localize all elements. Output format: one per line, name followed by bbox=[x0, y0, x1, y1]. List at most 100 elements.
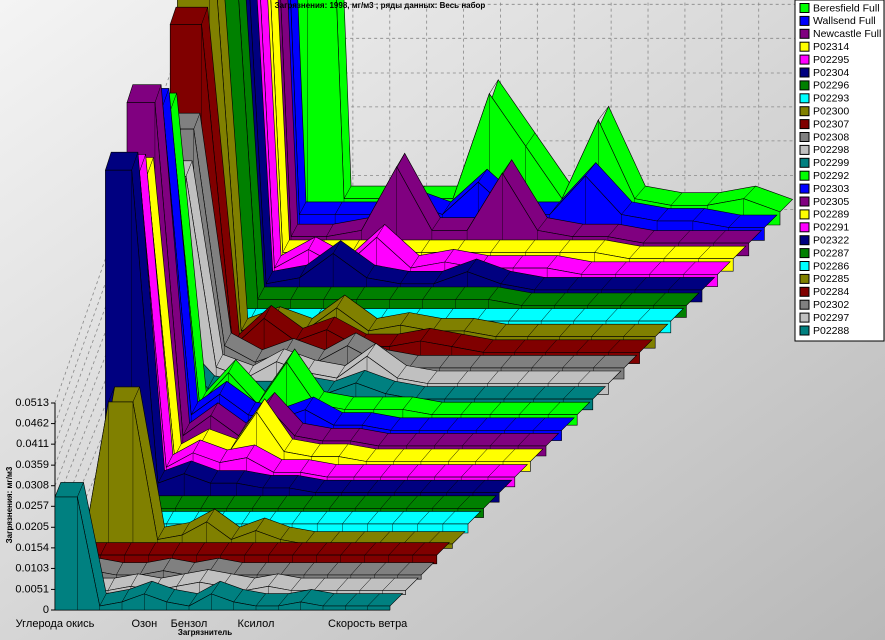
ribbon-edge bbox=[311, 443, 321, 457]
ribbon-edge bbox=[215, 354, 224, 368]
ribbon-edge bbox=[107, 577, 115, 591]
ribbon-edge bbox=[304, 531, 315, 545]
ribbon-edge bbox=[462, 433, 474, 447]
ribbon-edge bbox=[728, 214, 741, 228]
ribbon-edge bbox=[329, 531, 340, 545]
ribbon-edge bbox=[407, 464, 419, 478]
ribbon-edge bbox=[444, 249, 454, 263]
ribbon-edge bbox=[581, 261, 593, 275]
ribbon-edge bbox=[257, 286, 265, 300]
ribbon-edge bbox=[291, 511, 302, 525]
legend-label: P02286 bbox=[813, 260, 849, 272]
ribbon-edge bbox=[605, 308, 618, 322]
ribbon-edge bbox=[342, 511, 353, 525]
ribbon-edge bbox=[427, 370, 438, 384]
y-axis-label: Загрязнения: мг/м3 bbox=[5, 466, 14, 543]
ribbon-edge bbox=[517, 433, 531, 447]
ribbon-edge bbox=[547, 370, 560, 384]
ribbon-edge bbox=[322, 593, 335, 607]
legend-swatch bbox=[799, 222, 810, 233]
ribbon-edge bbox=[508, 308, 520, 322]
ribbon-edge bbox=[518, 402, 531, 415]
ribbon-edge bbox=[210, 402, 219, 416]
ribbon-edge bbox=[336, 294, 345, 309]
ribbon-edge bbox=[290, 224, 298, 237]
ribbon-edge bbox=[322, 428, 332, 442]
ribbon-edge bbox=[130, 573, 139, 587]
ribbon-edge bbox=[433, 271, 443, 284]
legend-label: P02293 bbox=[813, 93, 849, 105]
ribbon-edge bbox=[367, 511, 379, 525]
ribbon-edge bbox=[376, 224, 385, 238]
ribbon-edge bbox=[280, 562, 291, 576]
ribbon-edge bbox=[316, 542, 328, 556]
ribbon-edge bbox=[546, 255, 558, 269]
ribbon-edge bbox=[219, 449, 228, 463]
legend-swatch bbox=[799, 144, 810, 155]
ribbon-edge bbox=[182, 423, 190, 436]
ribbon-edge bbox=[300, 459, 310, 473]
ribbon-edge bbox=[157, 470, 165, 484]
legend-swatch bbox=[799, 3, 810, 13]
ribbon-edge bbox=[475, 448, 488, 462]
ribbon-edge bbox=[246, 444, 255, 458]
ribbon-edge bbox=[472, 480, 486, 493]
ribbon-edge bbox=[268, 542, 279, 556]
ribbon-edge bbox=[475, 417, 488, 431]
ribbon-edge bbox=[488, 286, 499, 300]
ribbon-edge bbox=[412, 542, 425, 556]
ribbon-edge bbox=[265, 271, 273, 284]
ribbon-edge bbox=[300, 589, 312, 603]
ribbon-edge bbox=[262, 475, 272, 489]
ribbon-edge bbox=[554, 292, 566, 306]
legend-swatch bbox=[799, 286, 810, 297]
ribbon-edge bbox=[420, 480, 432, 493]
ribbon-edge bbox=[670, 192, 683, 206]
legend-label: P02305 bbox=[813, 196, 849, 208]
legend-swatch bbox=[799, 209, 810, 220]
ribbon-edge bbox=[188, 593, 198, 607]
y-tick-label: 0.0308 bbox=[15, 480, 49, 492]
plot-area: 0 0.0051 0.0103 0.0154 0.0205 0.0257 0.0308 0.0… bbox=[15, 0, 796, 630]
ribbon-edge bbox=[607, 223, 619, 237]
legend-swatch bbox=[799, 299, 810, 310]
ribbon-edge bbox=[374, 562, 387, 576]
ribbon-edge bbox=[196, 542, 205, 556]
ribbon-edge bbox=[457, 370, 468, 384]
ribbon-edge bbox=[199, 569, 209, 583]
ribbon-edge bbox=[327, 562, 339, 576]
ribbon-edge bbox=[162, 558, 171, 571]
ribbon-edge bbox=[400, 312, 410, 326]
ribbon-edge bbox=[359, 577, 372, 591]
ribbon-edge bbox=[490, 239, 501, 253]
y-tick-label: 0.0513 bbox=[15, 397, 49, 409]
ribbon-edge bbox=[380, 464, 392, 478]
legend bbox=[794, 0, 885, 342]
ribbon-edge bbox=[345, 593, 358, 607]
ribbon-edge bbox=[487, 370, 499, 384]
ribbon-edge bbox=[303, 495, 314, 509]
legend-swatch bbox=[799, 261, 810, 271]
ribbon-edge bbox=[290, 286, 299, 300]
ribbon-edge bbox=[502, 159, 512, 174]
ribbon-edge bbox=[434, 464, 446, 478]
legend-swatch bbox=[799, 132, 810, 142]
ribbon-edge bbox=[175, 495, 183, 509]
ribbon-edge bbox=[598, 106, 609, 121]
ribbon-edge bbox=[500, 271, 511, 284]
ribbon-edge bbox=[326, 381, 335, 394]
ribbon-edge bbox=[393, 480, 406, 493]
ribbon-edge bbox=[385, 381, 396, 394]
ribbon-edge bbox=[444, 386, 456, 400]
ribbon-edge bbox=[388, 542, 401, 556]
legend-label: P02292 bbox=[813, 170, 849, 182]
ribbon-edge bbox=[408, 355, 419, 369]
ribbon-edge bbox=[503, 386, 516, 400]
ribbon-edge bbox=[170, 92, 177, 111]
legend-swatch bbox=[799, 119, 810, 130]
legend-swatch bbox=[799, 106, 810, 117]
ribbon-edge bbox=[489, 402, 502, 415]
ribbon-edge bbox=[146, 157, 154, 175]
ribbon-edge bbox=[131, 152, 139, 171]
ribbon-edge bbox=[353, 464, 364, 478]
